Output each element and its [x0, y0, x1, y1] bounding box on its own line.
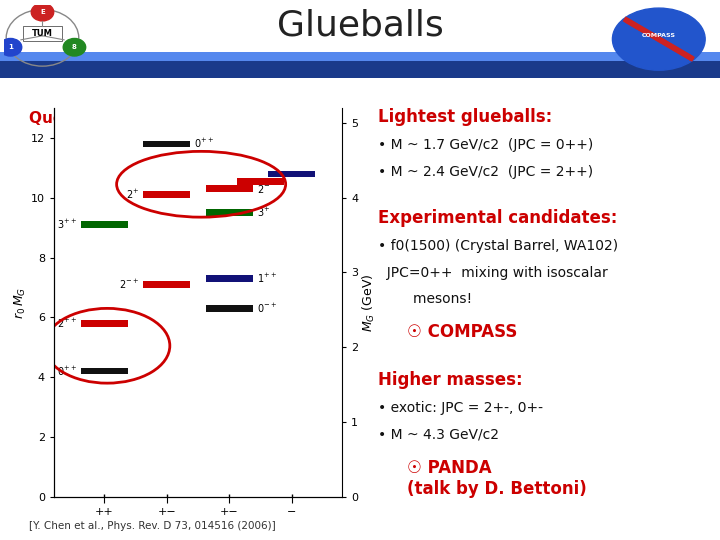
Circle shape	[63, 38, 86, 56]
Text: mesons!: mesons!	[378, 292, 472, 306]
Bar	[269, 171, 315, 177]
Text: ☉ PANDA
(talk by D. Bettoni): ☉ PANDA (talk by D. Bettoni)	[407, 459, 587, 497]
Y-axis label: $r_0\,M_G$: $r_0\,M_G$	[13, 286, 28, 319]
Text: $3^{++}$: $3^{++}$	[57, 218, 77, 231]
Text: COMPASS: COMPASS	[642, 33, 676, 38]
Circle shape	[0, 38, 22, 56]
Bar	[0, 61, 720, 78]
Text: [Y. Chen et al., Phys. Rev. D 73, 014516 (2006)]: [Y. Chen et al., Phys. Rev. D 73, 014516…	[29, 521, 276, 531]
Text: • M ~ 4.3 GeV/c2: • M ~ 4.3 GeV/c2	[378, 428, 499, 442]
Bar	[206, 305, 253, 312]
Text: • M ~ 2.4 GeV/c2  (JPC = 2++): • M ~ 2.4 GeV/c2 (JPC = 2++)	[378, 165, 593, 179]
Bar	[81, 320, 127, 327]
Text: 1: 1	[8, 44, 13, 50]
Bar	[81, 221, 127, 228]
Text: $1^{++}$: $1^{++}$	[256, 272, 276, 285]
Text: Lightest glueballs:: Lightest glueballs:	[378, 109, 552, 126]
Text: • exotic: JPC = 2+-, 0+-: • exotic: JPC = 2+-, 0+-	[378, 402, 543, 415]
Bar	[237, 178, 284, 185]
Circle shape	[31, 3, 54, 21]
Bar	[206, 185, 253, 192]
Text: $0^{-+}$: $0^{-+}$	[256, 302, 276, 315]
Bar	[0, 52, 720, 61]
Text: ☉ COMPASS: ☉ COMPASS	[407, 323, 517, 341]
Text: $0^{++}$: $0^{++}$	[57, 364, 77, 378]
Text: $2^{+}$: $2^{+}$	[126, 188, 140, 201]
Text: JPC=0++  mixing with isoscalar: JPC=0++ mixing with isoscalar	[378, 266, 608, 280]
Text: E: E	[40, 9, 45, 15]
Text: • f0(1500) (Crystal Barrel, WA102): • f0(1500) (Crystal Barrel, WA102)	[378, 239, 618, 253]
Bar	[143, 140, 190, 147]
Text: • M ~ 1.7 GeV/c2  (JPC = 0++): • M ~ 1.7 GeV/c2 (JPC = 0++)	[378, 138, 593, 152]
Bar	[206, 210, 253, 216]
Text: Experimental candidates:: Experimental candidates:	[378, 210, 617, 227]
Y-axis label: $M_G$ (GeV): $M_G$ (GeV)	[361, 273, 377, 332]
Text: $2^{-}$: $2^{-}$	[256, 183, 270, 195]
Text: Quenched L-QCD prediction: Quenched L-QCD prediction	[29, 111, 266, 126]
Text: $0^{++}$: $0^{++}$	[194, 137, 214, 151]
Text: $2^{-+}$: $2^{-+}$	[120, 278, 140, 291]
Bar	[22, 25, 63, 40]
Bar	[206, 275, 253, 282]
Text: TUM: TUM	[32, 29, 53, 38]
Text: $3^{+}$: $3^{+}$	[256, 206, 270, 219]
Text: $2^{++}$: $2^{++}$	[57, 317, 77, 330]
Bar	[143, 281, 190, 288]
Text: Higher masses:: Higher masses:	[378, 372, 523, 389]
Bar	[81, 368, 127, 374]
Text: 8: 8	[72, 44, 77, 50]
Text: Glueballs: Glueballs	[276, 8, 444, 42]
Circle shape	[613, 8, 705, 70]
Bar	[143, 192, 190, 198]
